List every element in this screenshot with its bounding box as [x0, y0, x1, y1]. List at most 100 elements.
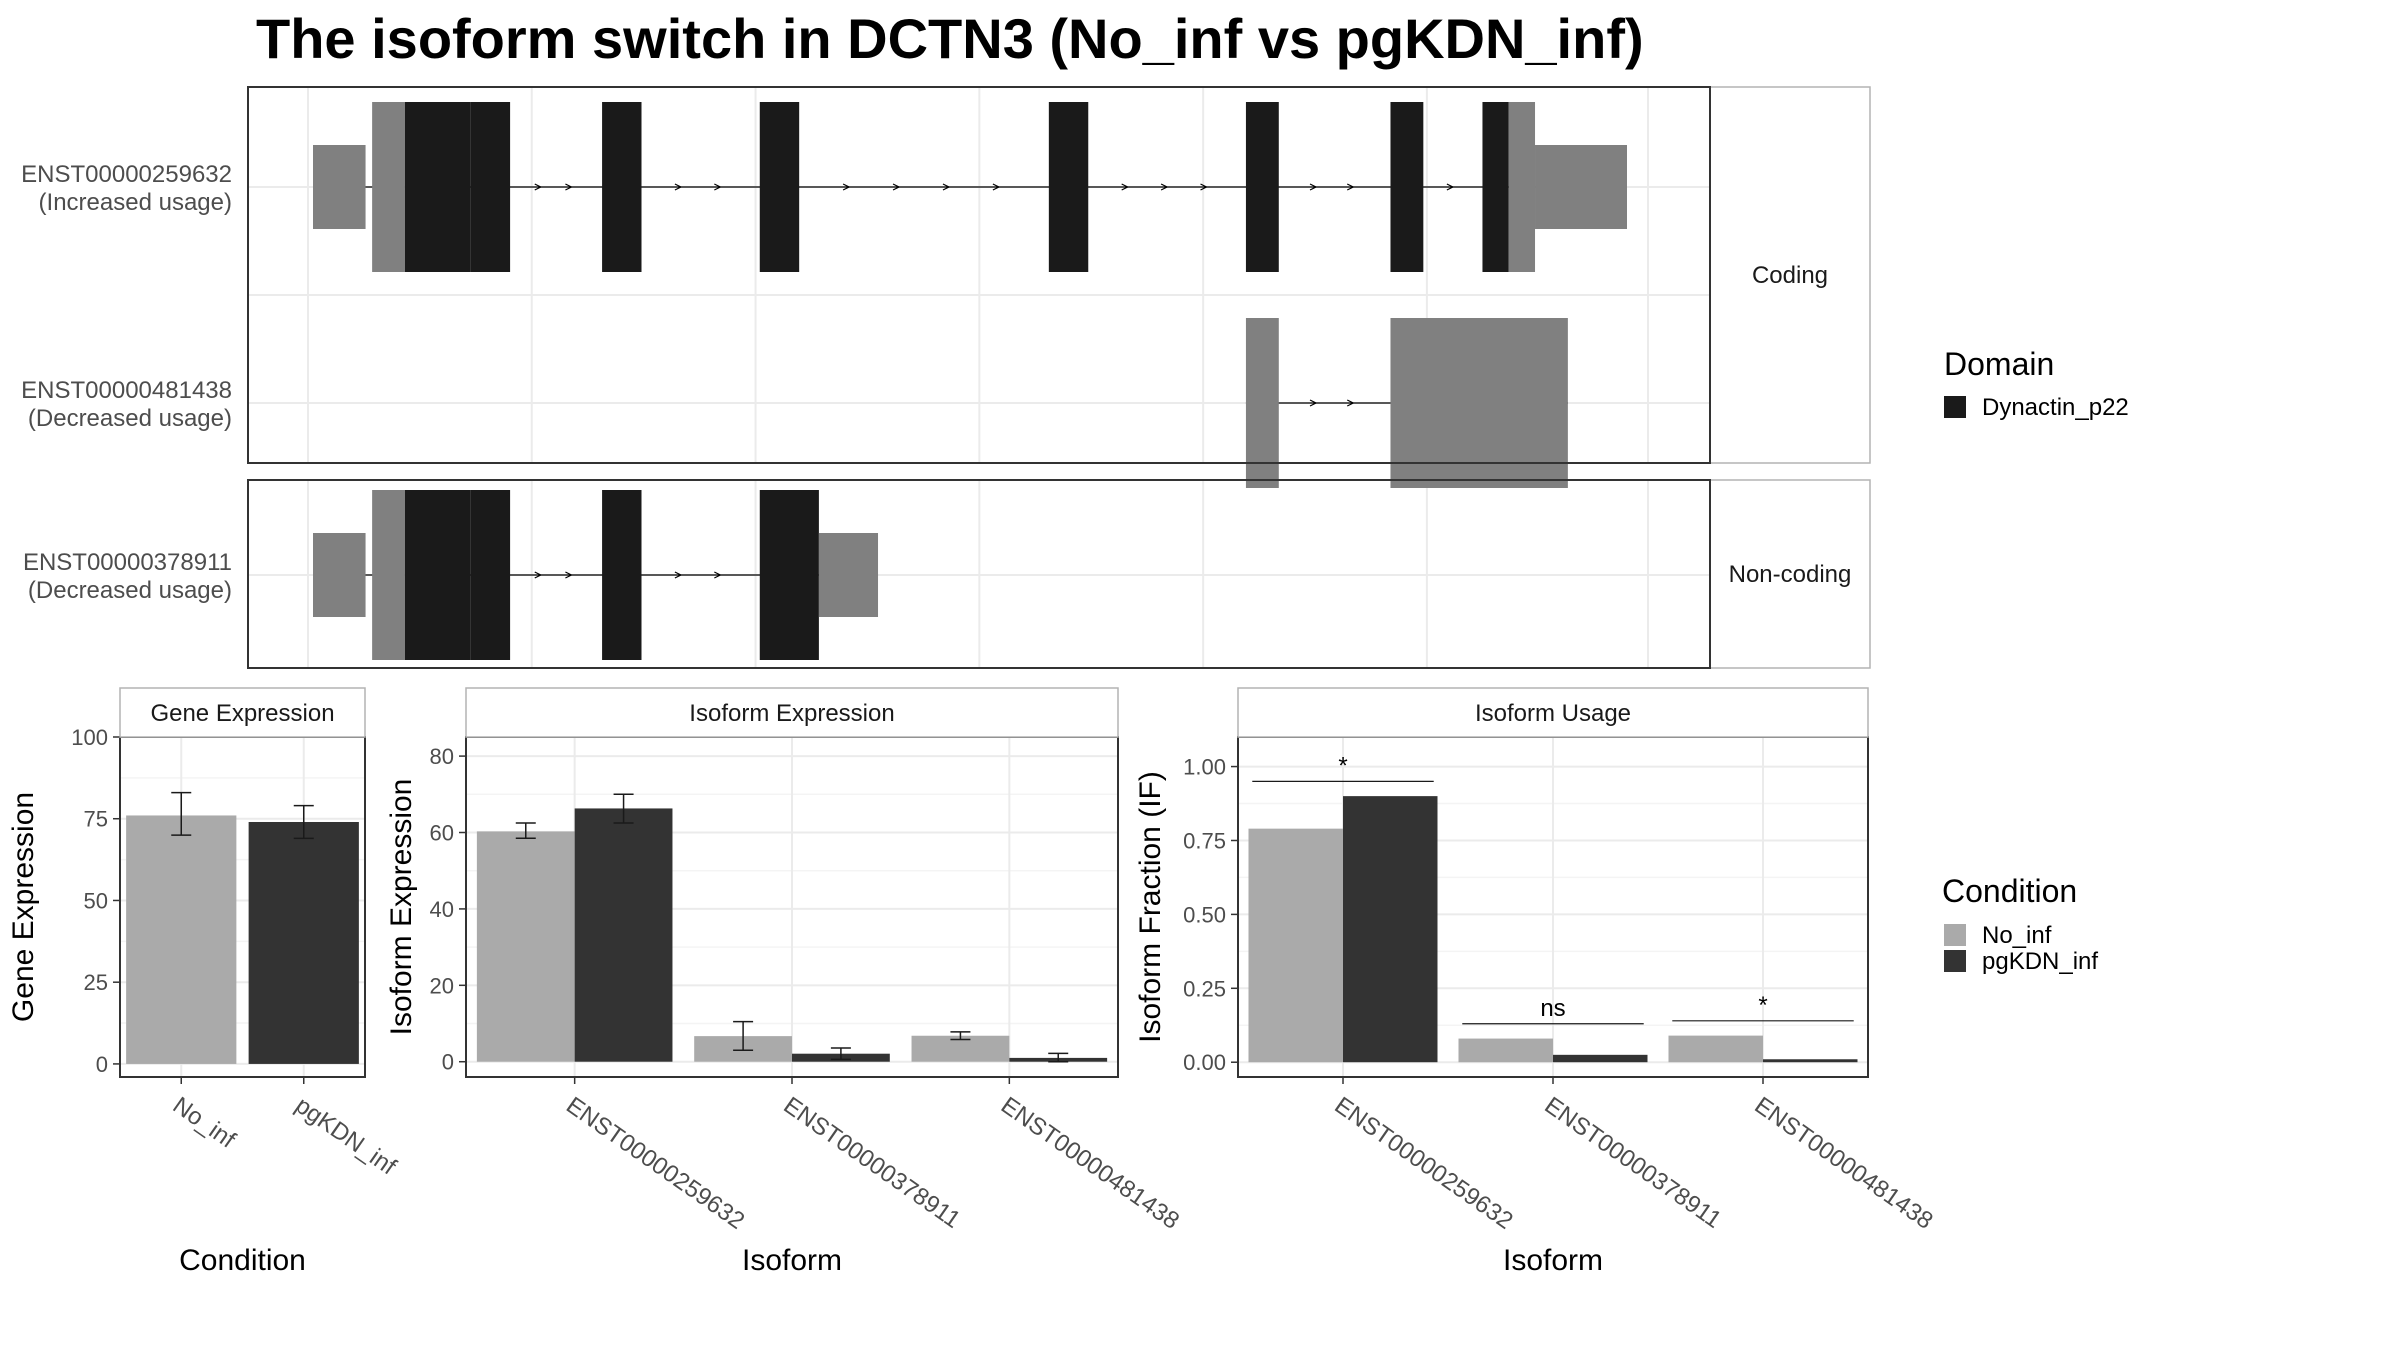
- direction-arrow: [842, 183, 851, 191]
- chart-strip: [465, 687, 1119, 738]
- x-tick-label: pgKDN_inf: [290, 1092, 401, 1181]
- chart-panel: 0 25 50 75 100 No_inf pgKDN_inf Gene Expression…: [7, 687, 401, 1277]
- facet-label: Coding: [1752, 262, 1828, 289]
- bar: [1763, 1059, 1858, 1063]
- exon: [372, 490, 405, 660]
- significance-label: ns: [1540, 995, 1565, 1022]
- y-tick-label: 25: [84, 970, 108, 995]
- direction-arrow: [674, 571, 683, 579]
- transcript-row: ENST00000481438(Decreased usage): [21, 318, 1568, 488]
- condition-legend-label: pgKDN_inf: [1982, 948, 2098, 975]
- x-tick-label: No_inf: [168, 1092, 241, 1154]
- direction-arrow: [534, 183, 543, 191]
- direction-arrow: [1309, 399, 1318, 407]
- direction-arrow: [942, 183, 951, 191]
- condition-legend-swatch: [1944, 950, 1966, 972]
- y-axis-label: Gene Expression: [7, 792, 40, 1022]
- bar: [1458, 1038, 1553, 1063]
- panel-border: [247, 479, 1711, 669]
- transcript-usage-label: (Decreased usage): [28, 577, 232, 604]
- exon: [1245, 318, 1279, 488]
- chart-title: Isoform Expression: [689, 700, 894, 727]
- domain-exon: [759, 490, 819, 660]
- x-axis-label: Isoform: [742, 1244, 842, 1277]
- y-tick-label: 0.50: [1183, 902, 1226, 927]
- domain-legend-title: Domain: [1944, 346, 2054, 382]
- transcript-structure-plot: Coding Non-coding ENST00000259632(Increase…: [21, 86, 1871, 669]
- x-axis-label: Condition: [179, 1244, 306, 1277]
- domain-exon: [1482, 102, 1509, 272]
- chart-strip: [1237, 687, 1869, 738]
- direction-arrow: [565, 183, 573, 191]
- exon: [313, 533, 366, 617]
- bar: [126, 815, 237, 1064]
- x-tick-label: ENST00000481438: [1750, 1092, 1938, 1235]
- direction-arrow: [1446, 183, 1455, 191]
- y-tick-label: 75: [84, 807, 108, 832]
- chart-title: Gene Expression: [150, 700, 334, 727]
- x-tick-label: ENST00000378911: [779, 1092, 966, 1234]
- domain-exon: [404, 102, 471, 272]
- direction-arrow: [1346, 183, 1355, 191]
- y-tick-label: 0.25: [1183, 976, 1226, 1001]
- legends: Domain Dynactin_p22 Condition No_infpgKDN_i…: [1942, 346, 2129, 975]
- direction-arrow: [1200, 183, 1208, 191]
- x-axis-label: Isoform: [1503, 1244, 1603, 1277]
- exon: [313, 145, 366, 229]
- y-tick-label: 0: [96, 1052, 108, 1077]
- facet-label: Non-coding: [1729, 561, 1852, 588]
- y-tick-label: 20: [430, 973, 454, 998]
- structure-panel: Coding: [248, 86, 1871, 464]
- direction-arrow: [714, 183, 722, 191]
- direction-arrow: [1121, 183, 1130, 191]
- direction-arrow: [892, 183, 901, 191]
- significance-label: *: [1338, 752, 1347, 779]
- domain-legend-swatch: [1944, 396, 1966, 418]
- condition-legend-swatch: [1944, 924, 1966, 946]
- transcript-id-label: ENST00000259632: [21, 161, 232, 188]
- domain-exon: [1390, 102, 1424, 272]
- domain-exon: [602, 490, 642, 660]
- chart-panel: 0 20 40 60 80 ENST00000259632 ENST00000378911 E…: [385, 687, 1184, 1277]
- exon: [1508, 102, 1536, 272]
- exon: [372, 102, 405, 272]
- domain-exon: [470, 102, 511, 272]
- direction-arrow: [992, 183, 1001, 191]
- chart-title: Isoform Usage: [1475, 700, 1631, 727]
- significance-label: *: [1758, 992, 1767, 1019]
- y-tick-label: 80: [430, 744, 454, 769]
- y-tick-label: 50: [84, 888, 108, 913]
- direction-arrow: [565, 571, 573, 579]
- transcript-id-label: ENST00000378911: [23, 549, 232, 576]
- bar: [574, 808, 673, 1062]
- exon: [818, 533, 879, 617]
- domain-exon: [602, 102, 642, 272]
- transcript-usage-label: (Increased usage): [39, 189, 232, 216]
- bar: [476, 831, 575, 1062]
- y-tick-label: 1.00: [1183, 755, 1226, 780]
- bar: [1248, 828, 1343, 1063]
- domain-exon: [404, 490, 471, 660]
- bar: [1553, 1054, 1648, 1063]
- bar: [1343, 796, 1438, 1063]
- direction-arrow: [674, 183, 683, 191]
- chart-strip: [119, 687, 366, 738]
- direction-arrow: [1160, 183, 1169, 191]
- y-tick-label: 0.75: [1183, 828, 1226, 853]
- expression-charts: 0 25 50 75 100 No_inf pgKDN_inf Gene Expression…: [7, 687, 1938, 1277]
- y-tick-label: 0: [442, 1050, 454, 1075]
- direction-arrow: [1309, 183, 1318, 191]
- transcript-row: ENST00000378911(Decreased usage): [23, 490, 879, 660]
- y-axis-label: Isoform Fraction (IF): [1134, 771, 1167, 1043]
- domain-legend-label: Dynactin_p22: [1982, 394, 2129, 421]
- domain-exon: [470, 490, 511, 660]
- direction-arrow: [714, 571, 722, 579]
- direction-arrow: [1346, 399, 1355, 407]
- y-tick-label: 60: [430, 821, 454, 846]
- exon: [1390, 318, 1568, 488]
- bar: [1668, 1035, 1763, 1063]
- y-tick-label: 40: [430, 897, 454, 922]
- transcript-id-label: ENST00000481438: [21, 377, 232, 404]
